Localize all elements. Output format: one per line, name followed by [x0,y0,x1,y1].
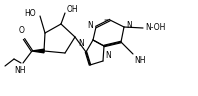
Text: NH: NH [14,66,26,75]
Text: N-OH: N-OH [145,24,165,33]
Text: NH: NH [134,56,146,65]
Polygon shape [32,49,44,53]
Text: OH: OH [67,5,79,14]
Text: N: N [78,39,84,48]
Text: N: N [126,22,132,31]
Text: O: O [19,26,25,35]
Text: =: = [104,19,108,24]
Text: N: N [105,51,111,60]
Text: HO: HO [24,10,36,19]
Text: N: N [87,22,93,31]
